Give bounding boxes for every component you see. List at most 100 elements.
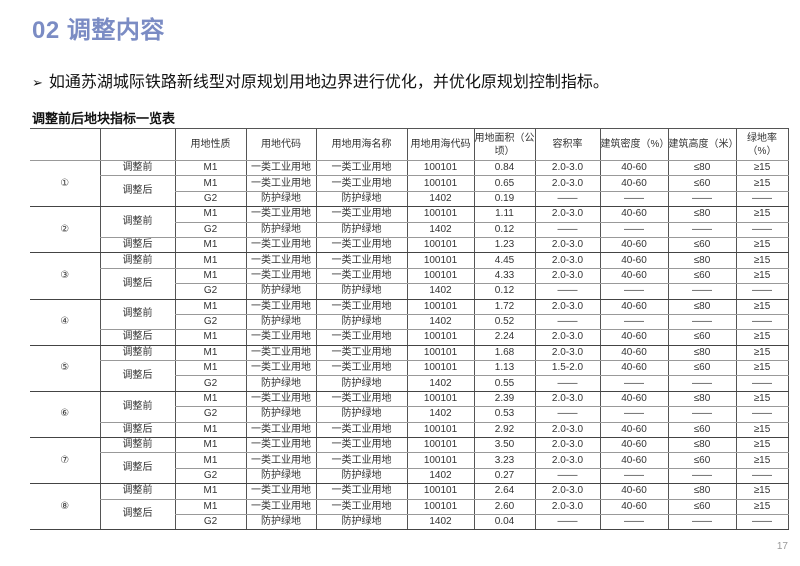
land-sea-code-cell: 100101	[406, 206, 474, 223]
land-area-cell: 0.19	[473, 191, 535, 208]
land-use-type-cell: M1	[174, 452, 246, 469]
adjustment-phase: 调整前	[99, 159, 175, 177]
land-area-cell: 2.60	[473, 499, 535, 515]
land-code-cell: 防护绿地	[245, 191, 316, 208]
land-area-cell: 0.65	[473, 175, 535, 192]
land-code-cell: 防护绿地	[245, 283, 316, 300]
adjustment-phase: 调整后	[99, 329, 175, 346]
table-row: G2 防护绿地 防护绿地 1402 0.12 —— —— —— ——	[30, 283, 789, 300]
building-height-cell: ——	[667, 191, 736, 208]
plot-ratio-cell: ——	[534, 375, 600, 392]
land-area-cell: 0.53	[473, 406, 535, 423]
land-area-cell: 3.50	[473, 437, 535, 454]
adjustment-phase: 调整后	[99, 360, 175, 392]
building-density-cell: 40-60	[599, 175, 668, 192]
green-ratio-cell: ——	[735, 468, 789, 485]
land-code-cell: 一类工业用地	[245, 175, 316, 192]
land-code-cell: 一类工业用地	[245, 298, 316, 315]
plot-ratio-cell: 2.0-3.0	[534, 206, 600, 223]
land-use-type-cell: G2	[174, 314, 246, 331]
building-height-cell: ——	[667, 314, 736, 331]
building-height-cell: ——	[667, 283, 736, 300]
land-sea-code-cell: 1402	[406, 406, 474, 423]
building-height-cell: ≤60	[667, 175, 736, 192]
land-area-cell: 0.12	[473, 222, 535, 238]
table-row: 调整后 M1 一类工业用地 一类工业用地 100101 0.65 2.0-3.0 40-60 ≤…	[30, 175, 789, 208]
building-density-cell: 40-60	[599, 268, 668, 285]
parcel-number: ⑥	[30, 390, 100, 439]
green-ratio-cell: ≥15	[735, 252, 789, 269]
building-height-cell: ——	[667, 375, 736, 392]
land-area-cell: 1.68	[473, 344, 535, 362]
building-density-cell: ——	[599, 406, 668, 423]
plot-ratio-cell: ——	[534, 283, 600, 300]
plot-ratio-cell: 2.0-3.0	[534, 437, 600, 454]
table-title: 调整前后地块指标一览表	[32, 111, 176, 126]
land-area-cell: 2.24	[473, 329, 535, 346]
land-sea-code-cell: 100101	[406, 422, 474, 439]
land-sea-code-cell: 1402	[406, 314, 474, 331]
land-area-cell: 1.23	[473, 237, 535, 254]
column-header: 建筑高度（米）	[667, 128, 736, 161]
building-height-cell: ——	[667, 406, 736, 423]
land-use-type-cell: G2	[174, 375, 246, 392]
plot-ratio-cell: 2.0-3.0	[534, 483, 600, 500]
green-ratio-cell: ≥15	[735, 499, 789, 515]
plot-ratio-cell: 2.0-3.0	[534, 422, 600, 439]
green-ratio-cell: ≥15	[735, 344, 789, 362]
adjustment-phase: 调整前	[99, 390, 175, 423]
building-height-cell: ≤60	[667, 237, 736, 254]
land-code-cell: 一类工业用地	[245, 390, 316, 408]
green-ratio-cell: ——	[735, 375, 789, 392]
land-use-type-cell: M1	[174, 329, 246, 346]
land-sea-code-cell: 100101	[406, 437, 474, 454]
table-row: G2 防护绿地 防护绿地 1402 0.55 —— —— —— ——	[30, 375, 789, 392]
land-sea-code-cell: 100101	[406, 175, 474, 192]
bullet-point: ➢ 如通苏湖城际铁路新线型对原规划用地边界进行优化，并优化原规划控制指标。	[32, 68, 609, 92]
table-row: G2 防护绿地 防护绿地 1402 0.52 —— —— —— ——	[30, 314, 789, 331]
adjustment-phase: 调整前	[99, 344, 175, 362]
building-density-cell: 40-60	[599, 206, 668, 223]
plot-ratio-cell: 2.0-3.0	[534, 175, 600, 192]
building-height-cell: ≤80	[667, 159, 736, 177]
green-ratio-cell: ——	[735, 222, 789, 238]
table-row: G2 防护绿地 防护绿地 1402 0.27 —— —— —— ——	[30, 468, 789, 485]
building-height-cell: ≤80	[667, 298, 736, 315]
land-code-cell: 一类工业用地	[245, 206, 316, 223]
land-use-type-cell: G2	[174, 406, 246, 423]
table-row: 调整后 M1 一类工业用地 一类工业用地 100101 3.23 2.0-3.0 40-60 ≤…	[30, 452, 789, 485]
green-ratio-cell: ——	[735, 191, 789, 208]
land-use-type-cell: G2	[174, 191, 246, 208]
table-row: ⑤ 调整前 M1 一类工业用地 一类工业用地 100101 1.68 2.0-3.0 40-60…	[30, 344, 789, 392]
adjustment-phase: 调整后	[99, 452, 175, 485]
column-header: 用地性质	[174, 128, 246, 161]
page-title: 02 调整内容	[32, 17, 165, 44]
land-use-type-cell: M1	[174, 159, 246, 177]
table-row: ⑦ 调整前 M1 一类工业用地 一类工业用地 100101 3.50 2.0-3.0 40-60…	[30, 437, 789, 485]
land-code-cell: 一类工业用地	[245, 422, 316, 439]
column-header	[99, 128, 175, 161]
land-sea-code-cell: 100101	[406, 344, 474, 362]
building-density-cell: 40-60	[599, 452, 668, 469]
building-density-cell: 40-60	[599, 344, 668, 362]
plot-ratio-cell: 2.0-3.0	[534, 252, 600, 269]
plot-ratio-cell: 2.0-3.0	[534, 268, 600, 285]
land-area-cell: 3.23	[473, 452, 535, 469]
land-sea-code-cell: 1402	[406, 375, 474, 392]
green-ratio-cell: ≥15	[735, 268, 789, 285]
plot-ratio-cell: 2.0-3.0	[534, 499, 600, 515]
land-code-cell: 一类工业用地	[245, 483, 316, 500]
adjustment-phase: 调整前	[99, 206, 175, 238]
building-density-cell: 40-60	[599, 159, 668, 177]
table-row: G2 防护绿地 防护绿地 1402 0.53 —— —— —— ——	[30, 406, 789, 423]
land-sea-code-cell: 100101	[406, 329, 474, 346]
building-height-cell: ≤60	[667, 268, 736, 285]
table-row: ④ 调整前 M1 一类工业用地 一类工业用地 100101 1.72 2.0-3.0 40-60…	[30, 298, 789, 346]
building-density-cell: 40-60	[599, 329, 668, 346]
green-ratio-cell: ≥15	[735, 175, 789, 192]
land-use-name-cell: 一类工业用地	[315, 422, 407, 439]
building-height-cell: ≤60	[667, 499, 736, 515]
land-sea-code-cell: 1402	[406, 191, 474, 208]
plot-ratio-cell: 2.0-3.0	[534, 159, 600, 177]
land-use-name-cell: 一类工业用地	[315, 206, 407, 223]
